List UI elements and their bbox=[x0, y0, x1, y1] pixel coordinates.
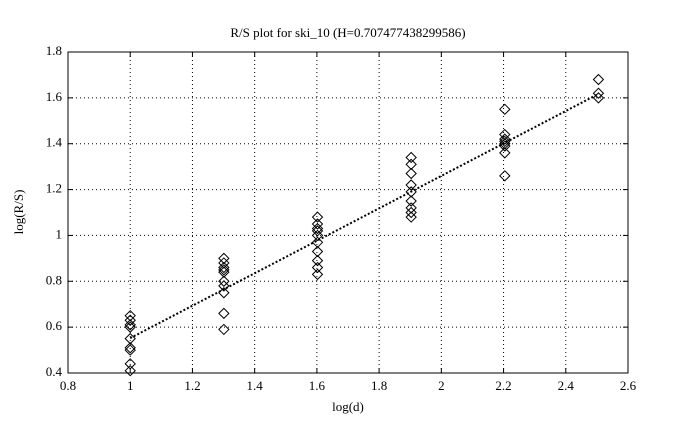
point bbox=[499, 140, 511, 152]
point bbox=[124, 332, 136, 345]
point bbox=[311, 225, 324, 237]
x-tick-label: 2.2 bbox=[495, 378, 511, 393]
point bbox=[311, 254, 324, 267]
point bbox=[311, 218, 324, 230]
point bbox=[311, 222, 324, 235]
x-tick-label: 1.4 bbox=[247, 378, 264, 393]
y-tick-label: 0.6 bbox=[46, 318, 63, 333]
point bbox=[124, 321, 136, 333]
point bbox=[405, 158, 417, 171]
point bbox=[124, 358, 136, 370]
point bbox=[124, 309, 136, 322]
point bbox=[124, 365, 136, 377]
x-tick-label: 1.8 bbox=[371, 378, 387, 393]
point bbox=[405, 151, 417, 164]
x-axis-label: log(d) bbox=[332, 399, 364, 414]
point bbox=[499, 135, 511, 148]
point bbox=[405, 211, 417, 223]
y-tick-label: 1.4 bbox=[46, 135, 63, 150]
point bbox=[592, 73, 605, 86]
point bbox=[311, 236, 324, 249]
point bbox=[311, 211, 324, 223]
point bbox=[499, 133, 511, 145]
y-tick-label: 1 bbox=[56, 226, 63, 241]
point bbox=[499, 147, 511, 159]
point bbox=[499, 128, 511, 141]
x-tick-label: 2.4 bbox=[558, 378, 575, 393]
point bbox=[218, 257, 230, 269]
chart-title: R/S plot for ski_10 (H=0.707477438299586… bbox=[230, 25, 465, 40]
x-tick-label: 2 bbox=[438, 378, 445, 393]
point bbox=[405, 179, 417, 191]
point bbox=[499, 170, 511, 182]
x-tick-label: 0.8 bbox=[60, 378, 76, 393]
y-axis-label: log(R/S) bbox=[11, 190, 26, 235]
point bbox=[218, 323, 230, 336]
point bbox=[124, 342, 136, 354]
point bbox=[405, 186, 417, 198]
point bbox=[499, 103, 511, 116]
x-tick-label: 1.2 bbox=[184, 378, 200, 393]
point bbox=[311, 268, 324, 281]
point bbox=[218, 307, 230, 320]
point bbox=[124, 319, 136, 331]
fit-line bbox=[129, 93, 599, 340]
x-tick-label: 1 bbox=[127, 378, 134, 393]
point bbox=[124, 344, 136, 356]
point bbox=[405, 202, 417, 214]
y-tick-label: 0.8 bbox=[46, 272, 62, 287]
plot-frame bbox=[67, 51, 629, 374]
point bbox=[124, 314, 136, 326]
point bbox=[405, 206, 417, 219]
y-tick-label: 1.2 bbox=[46, 181, 62, 196]
y-tick-label: 1.8 bbox=[46, 43, 62, 58]
point bbox=[218, 275, 230, 287]
point bbox=[218, 252, 230, 265]
point bbox=[218, 280, 230, 292]
point bbox=[218, 287, 230, 299]
point bbox=[311, 229, 324, 242]
point bbox=[405, 195, 417, 207]
x-tick-label: 1.6 bbox=[309, 378, 326, 393]
x-tick-label: 2.6 bbox=[620, 378, 637, 393]
point bbox=[405, 167, 417, 180]
point bbox=[218, 264, 230, 276]
point bbox=[218, 266, 230, 278]
point bbox=[218, 261, 230, 274]
point bbox=[499, 138, 511, 150]
point bbox=[311, 261, 324, 274]
y-tick-label: 0.4 bbox=[46, 364, 63, 379]
point bbox=[592, 87, 605, 99]
point bbox=[311, 245, 324, 258]
y-tick-label: 1.6 bbox=[46, 89, 63, 104]
point bbox=[592, 92, 605, 104]
